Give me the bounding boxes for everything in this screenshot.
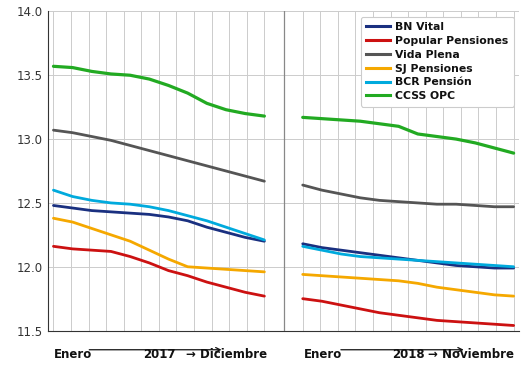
Text: → Noviembre: → Noviembre xyxy=(428,348,514,361)
Text: 2017: 2017 xyxy=(143,348,175,361)
Legend: BN Vital, Popular Pensiones, Vida Plena, SJ Pensiones, BCR Pensión, CCSS OPC: BN Vital, Popular Pensiones, Vida Plena,… xyxy=(360,17,514,107)
Text: 2018: 2018 xyxy=(392,348,425,361)
Text: → Diciembre: → Diciembre xyxy=(186,348,267,361)
Text: Enero: Enero xyxy=(54,348,92,361)
Text: Enero: Enero xyxy=(304,348,342,361)
